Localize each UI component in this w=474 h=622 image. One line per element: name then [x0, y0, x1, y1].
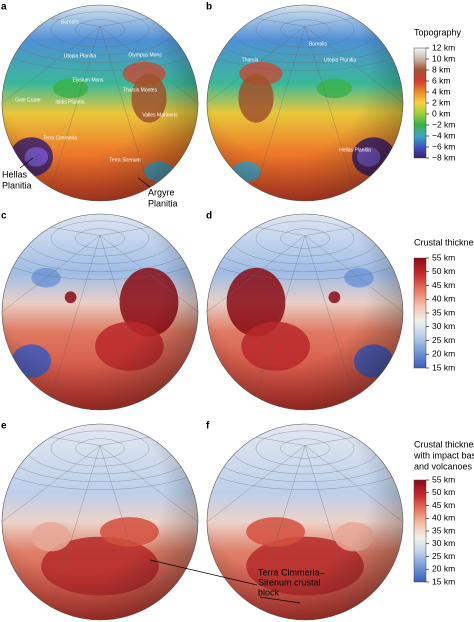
colorbar-tick-label: 4 km [432, 86, 450, 96]
colorbar-tick-label: 0 km [432, 108, 450, 118]
colorbar-title: and volcanoes removed [414, 461, 474, 471]
colorbar-tick-label: 25 km [432, 551, 455, 561]
colorbar-tick-label: 50 km [432, 487, 455, 497]
colorbar-tick-label: −8 km [432, 152, 455, 162]
colorbar-tick-label: 10 km [432, 53, 455, 63]
globe-shade [207, 5, 403, 201]
globe-shade [207, 214, 403, 410]
annotation: Planitia [2, 180, 32, 190]
globe [207, 5, 403, 201]
globe [207, 214, 403, 410]
globe-outline [206, 213, 404, 411]
globe-outline [1, 4, 199, 202]
colorbar-title: Topography [414, 27, 462, 37]
colorbar-tick-label: 25 km [432, 335, 455, 345]
globe [2, 424, 198, 620]
globe-label: Borealis [309, 41, 328, 47]
globe-label: Elysium Mons [72, 77, 104, 83]
globe-label: Tharsis Montes [123, 87, 158, 93]
annotation: Hellas [2, 169, 28, 179]
globe-label: Olympus Mons [128, 52, 162, 58]
colorbar-tick-label: 15 km [432, 362, 455, 372]
colorbar-tick-label: 55 km [432, 474, 455, 484]
globe [2, 5, 198, 201]
panel-label: d [206, 211, 212, 222]
globe-label: Hellas Planitia [339, 147, 371, 153]
globe-label: Tharsis [242, 57, 259, 63]
colorbar-tick-label: 40 km [432, 513, 455, 523]
annotation-line [137, 177, 151, 188]
annotation: Argyre [148, 187, 175, 197]
globe-outline [1, 213, 199, 411]
panel-label: e [1, 421, 7, 432]
annotation: Terra Cimmeria– [258, 567, 325, 577]
colorbar-tick-label: 40 km [432, 294, 455, 304]
annotation-line [149, 559, 258, 586]
annotation: Sirenum crustal [258, 577, 321, 587]
colorbar-tick-label: 12 km [432, 42, 455, 52]
globe-outline [206, 423, 404, 621]
globe-shade [2, 424, 198, 620]
panel-label: c [1, 211, 7, 222]
panel-label: f [206, 421, 210, 432]
annotation: Planitia [148, 198, 178, 208]
globe-label: Borealis [61, 19, 80, 25]
annotation: block [258, 587, 280, 597]
colorbar-tick-label: 30 km [432, 321, 455, 331]
colorbar-tick-label: 30 km [432, 538, 455, 548]
colorbar-title: Crustal thickness [414, 237, 474, 247]
panel-label: a [1, 2, 7, 13]
colorbar-tick-label: 8 km [432, 64, 450, 74]
globe-outline [1, 423, 199, 621]
globe-shade [2, 214, 198, 410]
globe-label: Utopia Planitia [64, 53, 96, 59]
colorbar-tick-label: 55 km [432, 252, 455, 262]
colorbar-title: with impact basins [413, 450, 474, 460]
colorbar-title: Crustal thickness, [414, 439, 474, 449]
colorbar-tick-label: 6 km [432, 75, 450, 85]
panel-label: b [206, 2, 212, 13]
globe-shade [2, 5, 198, 201]
globe-outline [206, 4, 404, 202]
globe-label: Terra Sirenum [109, 157, 140, 163]
colorbar-tick-label: −2 km [432, 119, 455, 129]
colorbar-tick-label: 45 km [432, 280, 455, 290]
globe-label: Gale Crater [15, 97, 41, 103]
annotation-line [19, 157, 34, 169]
globe-label: Utopia Planitia [324, 57, 356, 63]
colorbar [413, 257, 427, 369]
globe [2, 214, 198, 410]
globe-label: Isidis Planitia [55, 99, 84, 105]
annotation-line [259, 596, 301, 604]
colorbar-tick-label: 50 km [432, 266, 455, 276]
colorbar [413, 47, 427, 159]
globe-shade [207, 424, 403, 620]
globe-label: Valles Marineris [142, 112, 178, 118]
colorbar-tick-label: 20 km [432, 349, 455, 359]
colorbar-tick-label: 45 km [432, 500, 455, 510]
globe [207, 424, 403, 620]
colorbar [413, 479, 427, 583]
colorbar-tick-label: 35 km [432, 525, 455, 535]
colorbar-tick-label: 2 km [432, 97, 450, 107]
globe-label: Terra Cimmeria [43, 135, 77, 141]
colorbar-tick-label: 15 km [432, 576, 455, 586]
colorbar-tick-label: 20 km [432, 564, 455, 574]
colorbar-tick-label: −4 km [432, 130, 455, 140]
colorbar-tick-label: 35 km [432, 307, 455, 317]
colorbar-tick-label: −6 km [432, 141, 455, 151]
